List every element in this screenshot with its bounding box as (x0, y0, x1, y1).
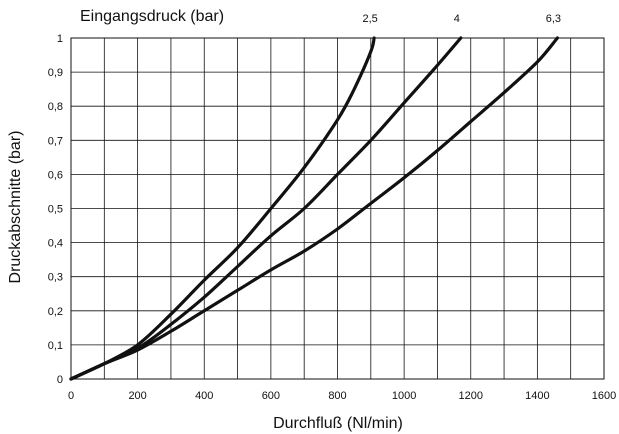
series-line-1 (69, 36, 376, 381)
y-tick-label: 0,9 (48, 67, 63, 79)
y-tick-labels: 0 0,1 0,2 0,3 0,4 0,5 0,6 0,7 0,8 0,9 1 (48, 33, 63, 386)
series-label-2: 4 (454, 13, 460, 25)
x-tick-label: 1200 (459, 390, 483, 402)
x-tick-label: 200 (128, 390, 146, 402)
x-tick-label: 1600 (592, 390, 616, 402)
y-tick-label: 0,6 (48, 169, 63, 181)
x-tick-label: 600 (262, 390, 280, 402)
curves (69, 36, 559, 381)
plot-frame (70, 37, 605, 380)
x-tick-label: 0 (68, 390, 74, 402)
y-axis-title: Druckabschnitte (bar) (7, 131, 24, 284)
x-tick-label: 400 (195, 390, 213, 402)
x-axis-title: Durchfluß (Nl/min) (273, 415, 403, 432)
chart-title: Eingangsdruck (bar) (80, 8, 224, 25)
y-tick-label: 1 (57, 33, 63, 45)
series-line-3 (69, 36, 559, 381)
curve-labels: 2,5 4 6,3 (362, 13, 561, 25)
y-tick-label: 0,7 (48, 135, 63, 147)
y-tick-label: 0 (57, 374, 63, 386)
x-tick-label: 1400 (525, 390, 549, 402)
y-tick-label: 0,2 (48, 306, 63, 318)
series-label-3: 6,3 (546, 13, 561, 25)
x-tick-label: 1000 (392, 390, 416, 402)
x-tick-labels: 0 200 400 600 800 1000 1200 1400 1600 (68, 390, 616, 402)
y-tick-label: 0,8 (48, 101, 63, 113)
series-label-1: 2,5 (362, 13, 377, 25)
y-tick-label: 0,4 (48, 238, 63, 250)
x-tick-label: 800 (328, 390, 346, 402)
y-tick-label: 0,1 (48, 340, 63, 352)
grid (70, 37, 605, 380)
y-tick-label: 0,3 (48, 272, 63, 284)
y-tick-label: 0,5 (48, 204, 63, 216)
